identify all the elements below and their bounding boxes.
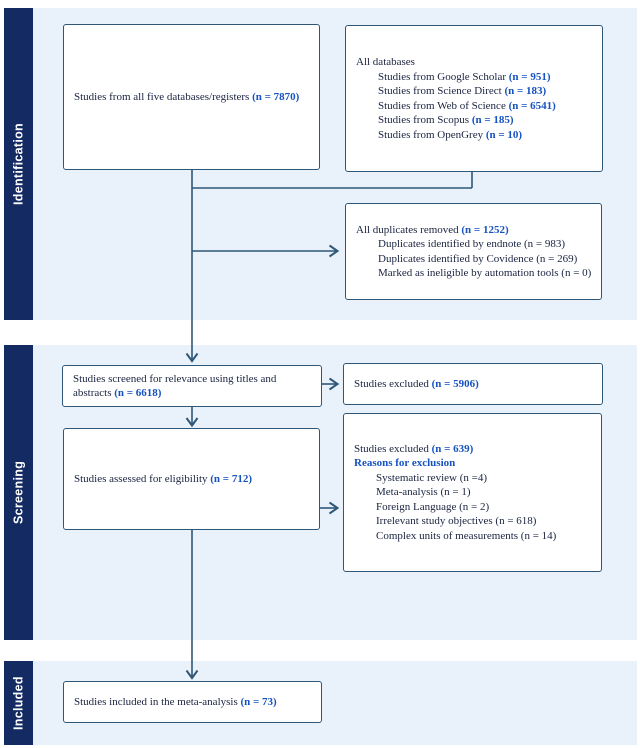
database-line: Studies from Google Scholar (n = 951) <box>378 70 551 83</box>
arrowhead-down-into-included-box <box>185 669 199 680</box>
duplicates-line: Duplicates identified by Covidence (n = … <box>378 252 578 265</box>
screening-stage-label: Screening <box>11 460 26 525</box>
n-count: (n = 712) <box>210 472 252 485</box>
n-count: (n = 183) <box>504 85 547 97</box>
all-databases-box: All databases Studies from Google Schola… <box>345 25 603 172</box>
reasons-for-exclusion-heading: Reasons for exclusion <box>354 457 456 470</box>
eligibility-text: Studies assessed for eligibility (n = 71… <box>74 472 252 485</box>
exclusion-reason-line: Foreign Language (n = 2) <box>376 500 490 513</box>
n-count: (n = 185) <box>471 114 514 126</box>
arrowhead-right-into-excluded-reasons-box <box>328 501 340 515</box>
n-count: (n = 10) <box>485 128 523 141</box>
arrowhead-down-into-eligibility-box <box>185 417 199 428</box>
included-stage-label: Included <box>11 676 26 730</box>
excluded-titles-text: Studies excluded (n = 5906) <box>354 377 479 390</box>
identification-bar <box>4 8 33 320</box>
n-count: (n = 951) <box>508 70 551 83</box>
databases-registers-text: Studies from all five databases/register… <box>74 90 300 103</box>
n-count: (n = 1252) <box>461 223 509 236</box>
exclusion-reason-line: Complex units of measurements (n = 14) <box>376 529 557 542</box>
excluded-titles-box: Studies excluded (n = 5906) <box>343 363 603 405</box>
screening-bar <box>4 345 33 640</box>
included-bar <box>4 661 33 745</box>
screened-relevance-box: Studies screened for relevance using tit… <box>62 365 322 407</box>
n-count: (n = 6618) <box>114 387 162 399</box>
screened-relevance-text: Studies screened for relevance using tit… <box>73 372 277 400</box>
n-count: (n = 6541) <box>508 99 556 112</box>
exclusion-reason-line: Meta-analysis (n = 1) <box>376 486 471 499</box>
database-line: Studies from Science Direct (n = 183) <box>378 85 547 97</box>
n-count: (n = 5906) <box>431 377 479 390</box>
duplicates-removed-box: All duplicates removed (n = 1252) Duplic… <box>345 203 602 300</box>
duplicates-title: All duplicates removed (n = 1252) <box>356 223 509 236</box>
arrowhead-right-into-excluded-titles-box <box>328 377 340 391</box>
all-databases-title: All databases <box>356 56 415 68</box>
excluded-reasons-title: Studies excluded (n = 639) <box>354 442 474 455</box>
duplicates-line: Duplicates identified by endnote (n = 98… <box>378 238 566 250</box>
n-count: (n = 7870) <box>252 90 300 103</box>
included-meta-analysis-box: Studies included in the meta-analysis (n… <box>63 681 322 723</box>
arrowhead-right-into-duplicates-box <box>328 244 340 258</box>
database-line: Studies from OpenGrey (n = 10) <box>378 128 523 141</box>
identification-stage-label: Identification <box>11 123 26 205</box>
exclusion-reason-line: Systematic review (n =4) <box>376 471 487 484</box>
n-count: (n = 639) <box>431 442 474 455</box>
duplicates-line: Marked as ineligible by automation tools… <box>378 267 592 279</box>
n-count: (n = 73) <box>240 695 277 708</box>
excluded-reasons-box: Studies excluded (n = 639) Reasons for e… <box>343 413 602 572</box>
databases-registers-box: Studies from all five databases/register… <box>63 24 320 170</box>
exclusion-reason-line: Irrelevant study objectives (n = 618) <box>376 515 537 528</box>
included-meta-analysis-text: Studies included in the meta-analysis (n… <box>74 695 277 708</box>
database-line: Studies from Web of Science (n = 6541) <box>378 99 556 112</box>
arrowhead-down-into-screened-box <box>185 352 199 363</box>
eligibility-box: Studies assessed for eligibility (n = 71… <box>63 428 320 530</box>
database-line: Studies from Scopus (n = 185) <box>378 114 514 126</box>
